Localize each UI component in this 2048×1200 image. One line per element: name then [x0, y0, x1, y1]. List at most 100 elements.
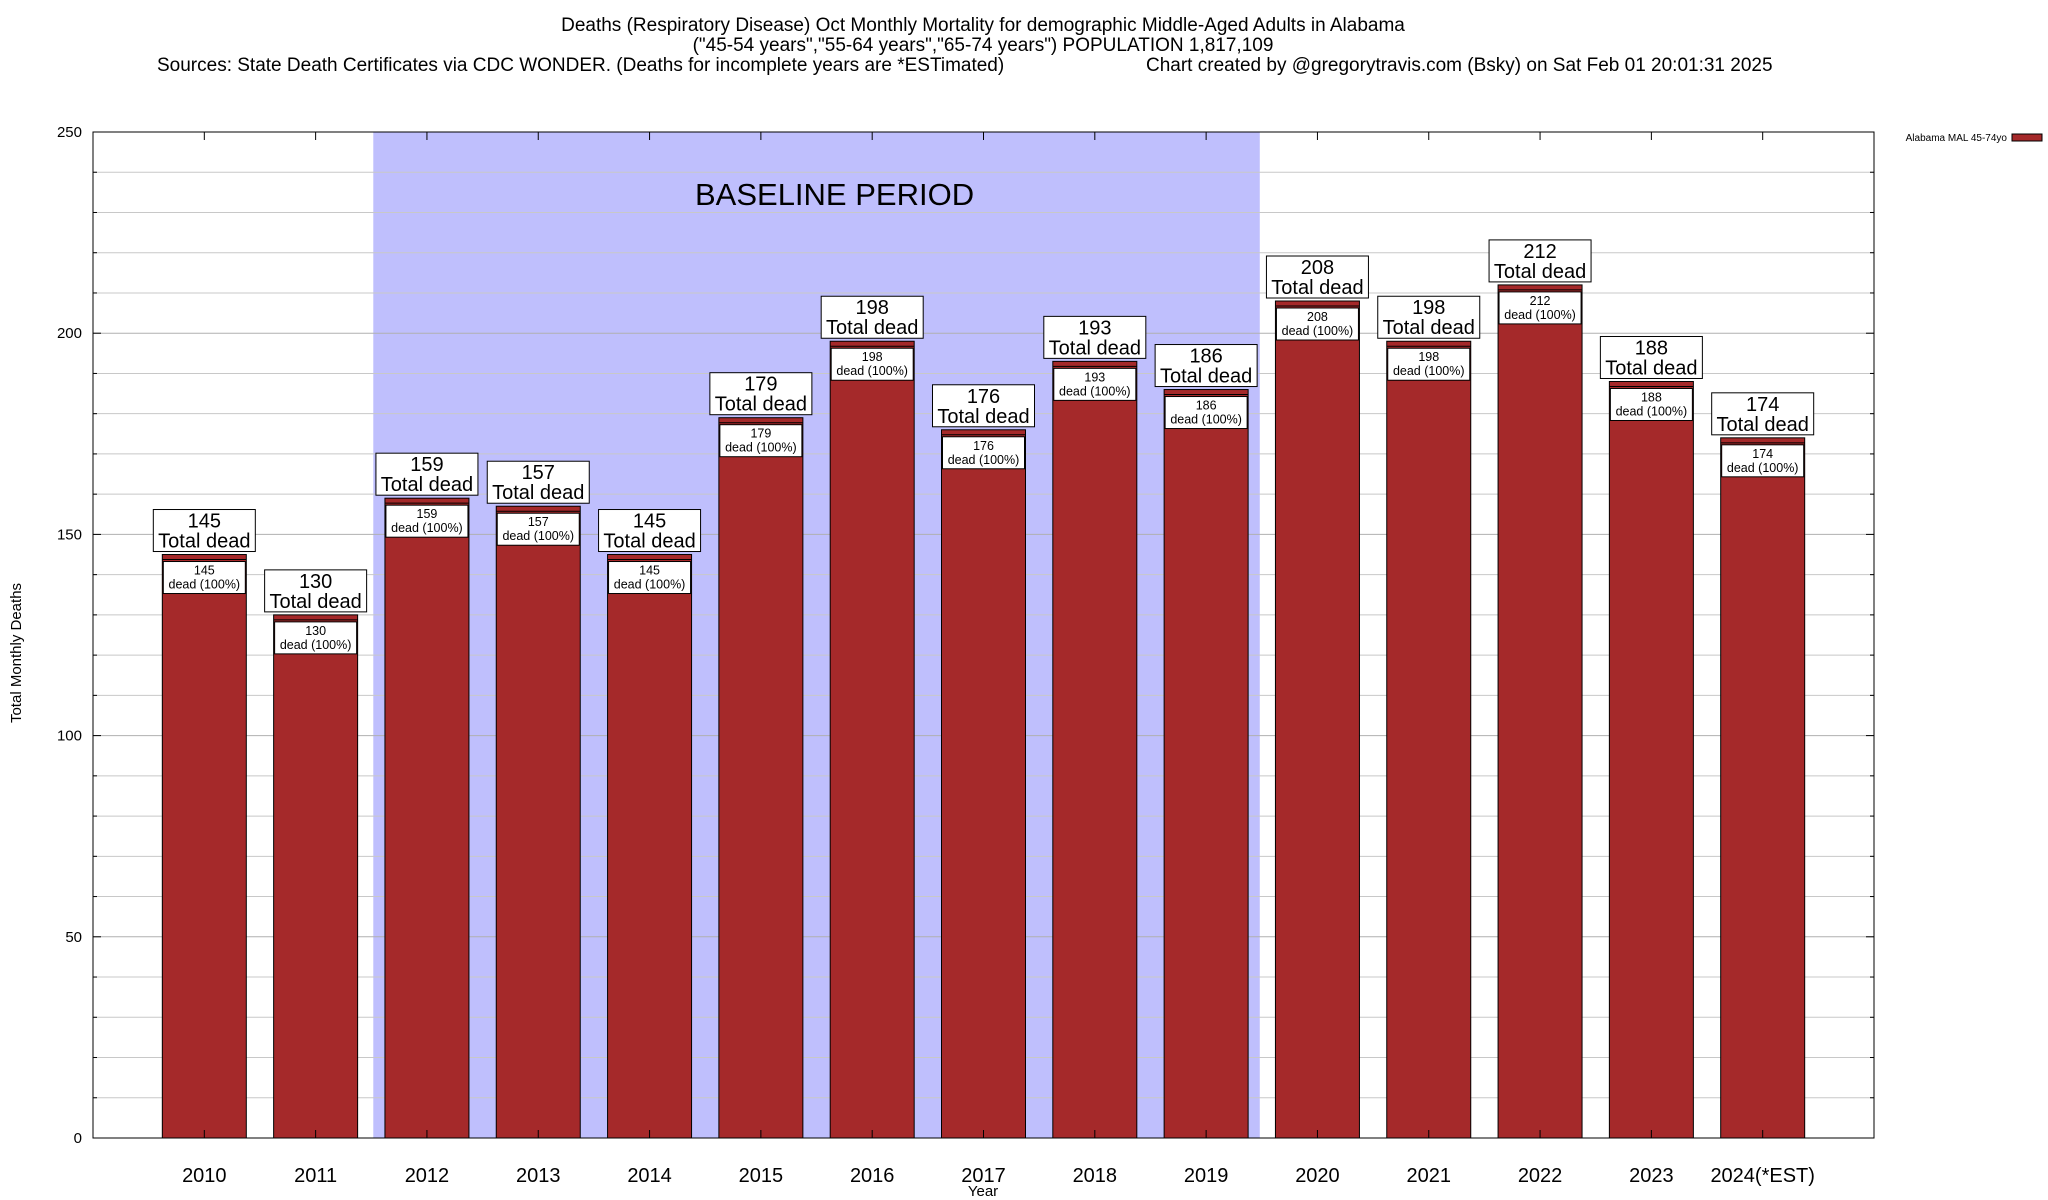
- bar-2021: [1386, 340, 1472, 1139]
- segment-label-box: [496, 512, 580, 546]
- x-axis-label: Year: [968, 1183, 998, 1200]
- segment-label-box: [1164, 396, 1248, 430]
- segment-percent-label: dead (100%): [948, 453, 1020, 467]
- segment-value-label: 145: [194, 564, 215, 578]
- total-value-label: 212: [1523, 241, 1556, 263]
- total-dead-label: Total dead: [1494, 261, 1586, 283]
- y-tick-label: 250: [57, 124, 82, 141]
- bar-2015: [718, 417, 804, 1139]
- total-dead-label: Total dead: [937, 406, 1029, 428]
- total-value-label: 179: [744, 374, 777, 396]
- y-tick-label: 0: [74, 1130, 82, 1147]
- segment-label-box: [1387, 347, 1471, 381]
- segment-label-box: [942, 436, 1025, 470]
- bar-2019: [1163, 389, 1249, 1139]
- bar-2016: [829, 340, 915, 1139]
- segment-value-label: 174: [1752, 447, 1773, 461]
- y-axis-label: Total Monthly Deaths: [8, 583, 25, 723]
- segment-percent-label: dead (100%): [614, 578, 686, 592]
- total-label-box: [820, 295, 924, 339]
- total-value-label: 208: [1301, 257, 1334, 279]
- segment-label-box: [274, 621, 358, 655]
- x-tick-label-2020: 2020: [1295, 1165, 1340, 1187]
- segment-percent-label: dead (100%): [1727, 461, 1799, 475]
- total-dead-label: Total dead: [492, 482, 584, 504]
- total-dead-label: Total dead: [381, 474, 473, 496]
- bar-2012: [384, 497, 470, 1139]
- segment-percent-label: dead (100%): [502, 529, 574, 543]
- y-tick-label: 150: [57, 526, 82, 543]
- x-tick-label-2014: 2014: [627, 1165, 672, 1187]
- total-label-box: [152, 509, 256, 553]
- total-dead-label: Total dead: [1605, 357, 1697, 379]
- segment-value-label: 208: [1307, 310, 1328, 324]
- total-label-box: [1377, 295, 1481, 339]
- segment-value-label: 193: [1084, 370, 1105, 384]
- x-tick-label-2017: 2017: [961, 1165, 1006, 1187]
- bar-2022: [1497, 284, 1583, 1139]
- total-dead-label: Total dead: [603, 531, 695, 553]
- total-label-box: [486, 460, 590, 504]
- x-tick-label-2024(*EST): 2024(*EST): [1710, 1165, 1815, 1187]
- y-tick-label: 50: [65, 929, 82, 946]
- segment-value-label: 198: [862, 350, 883, 364]
- legend-label: Alabama MAL 45-74yo: [1906, 133, 2008, 144]
- segment-value-label: 157: [528, 515, 549, 529]
- total-label-box: [709, 372, 813, 416]
- total-value-label: 198: [856, 297, 889, 319]
- chart-title-line-1: Deaths (Respiratory Disease) Oct Monthly…: [561, 15, 1405, 36]
- total-label-box: [932, 384, 1035, 428]
- segment-label-box: [1498, 291, 1582, 325]
- segment-value-label: 179: [750, 427, 771, 441]
- total-label-box: [1488, 239, 1592, 283]
- baseline-period-label: BASELINE PERIOD: [695, 177, 974, 212]
- total-value-label: 193: [1078, 317, 1111, 339]
- segment-label-box: [1609, 387, 1693, 421]
- segment-label-box: [830, 347, 914, 381]
- segment-percent-label: dead (100%): [391, 521, 463, 535]
- total-dead-label: Total dead: [1049, 337, 1141, 359]
- total-dead-label: Total dead: [826, 317, 918, 339]
- segment-value-label: 176: [973, 439, 994, 453]
- x-tick-label-2022: 2022: [1518, 1165, 1563, 1187]
- segment-label-box: [385, 504, 469, 538]
- segment-label-box: [719, 424, 803, 458]
- total-label-box: [1265, 255, 1369, 299]
- total-dead-label: Total dead: [158, 531, 250, 553]
- bar-2023: [1608, 380, 1694, 1139]
- total-label-box: [1599, 335, 1703, 379]
- segment-percent-label: dead (100%): [1059, 384, 1131, 398]
- total-dead-label: Total dead: [1717, 414, 1809, 436]
- chart-title-line-2: ("45-54 years","55-64 years","65-74 year…: [693, 35, 1274, 56]
- total-label-box: [1154, 344, 1258, 388]
- chart-credit: Chart created by @gregorytravis.com (Bsk…: [1146, 55, 1773, 76]
- bar-2011: [273, 614, 359, 1139]
- chart-source: Sources: State Death Certificates via CD…: [157, 55, 1004, 76]
- segment-value-label: 198: [1418, 350, 1439, 364]
- total-value-label: 188: [1635, 337, 1668, 359]
- segment-percent-label: dead (100%): [280, 638, 352, 652]
- bar-2020: [1274, 300, 1360, 1139]
- total-value-label: 157: [522, 462, 555, 484]
- segment-label-box: [1053, 367, 1137, 401]
- total-dead-label: Total dead: [1160, 366, 1252, 388]
- segment-percent-label: dead (100%): [169, 578, 241, 592]
- segment-value-label: 186: [1196, 399, 1217, 413]
- bar-2010: [161, 554, 247, 1139]
- total-value-label: 198: [1412, 297, 1445, 319]
- total-value-label: 130: [299, 571, 332, 593]
- segment-percent-label: dead (100%): [1393, 364, 1465, 378]
- total-value-label: 174: [1746, 394, 1779, 416]
- total-label-box: [375, 452, 479, 496]
- total-label-box: [598, 509, 702, 553]
- legend-swatch: [2011, 133, 2043, 142]
- segment-label-box: [608, 561, 692, 595]
- bar-2024(*EST): [1720, 437, 1806, 1139]
- y-tick-label: 200: [57, 325, 82, 342]
- x-tick-label-2019: 2019: [1184, 1165, 1229, 1187]
- bar-2014: [607, 554, 693, 1139]
- x-tick-label-2013: 2013: [516, 1165, 561, 1187]
- x-tick-label-2016: 2016: [850, 1165, 895, 1187]
- segment-value-label: 145: [639, 564, 660, 578]
- segment-value-label: 212: [1530, 294, 1551, 308]
